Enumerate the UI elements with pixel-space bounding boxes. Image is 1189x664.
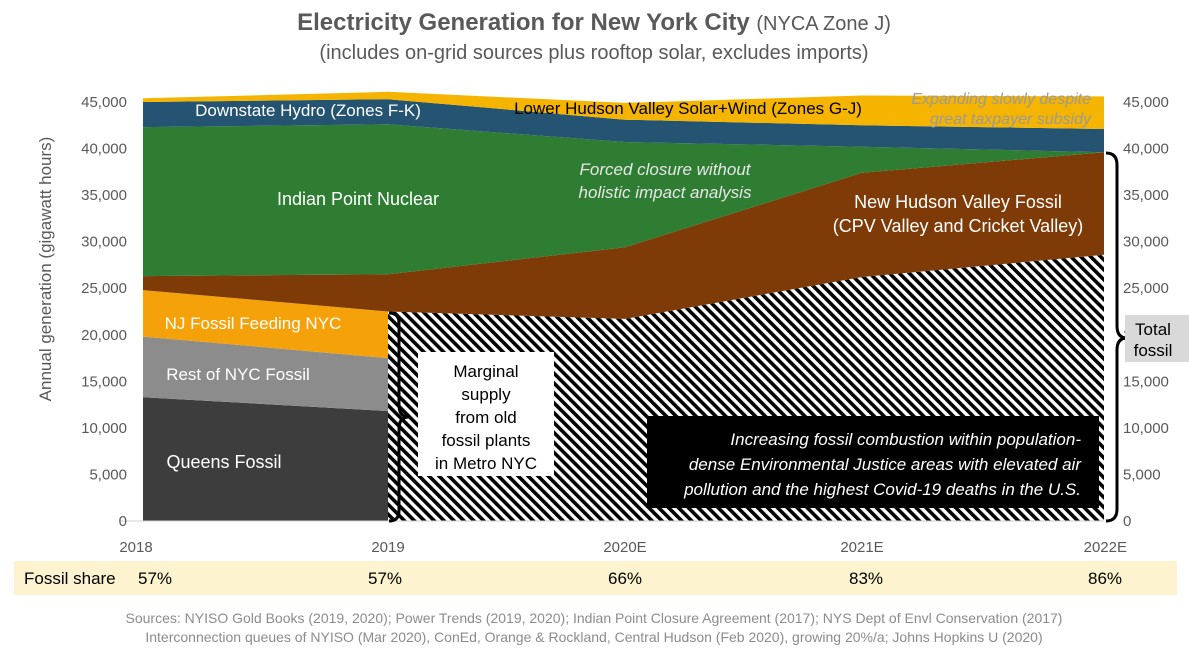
area-lower-hudson-valley-solar-wind-zones-g-j-2018-2019 [143, 91, 388, 102]
environmental-justice-box [647, 416, 1099, 508]
environmental-justice-annotation: Increasing fossil combustion within popu… [683, 430, 1082, 499]
sources-line-2: Interconnection queues of NYISO (Mar 202… [145, 629, 1042, 645]
sources-line-1: Sources: NYISO Gold Books (2019, 2020); … [126, 610, 1063, 626]
x-tick-label: 2019 [371, 539, 404, 556]
chart-title: Electricity Generation for New York City… [297, 9, 891, 36]
label-rest-nyc-fossil: Rest of NYC Fossil [166, 365, 310, 384]
area-downstate-hydro-zones-f-k-2018-2019 [143, 99, 388, 128]
label-indian-point: Indian Point Nuclear [277, 189, 439, 209]
area-downstate-hydro-zones-f-k-2019-2022 [388, 99, 1104, 153]
y-tick-label-left: 10,000 [81, 420, 127, 437]
chart-subtitle: (includes on-grid sources plus rooftop s… [319, 42, 868, 64]
annotation-line: Increasing fossil combustion within popu… [730, 430, 1081, 449]
y-tick-label-right: 45,000 [1123, 94, 1169, 111]
annotation-line: supply [461, 385, 511, 404]
label-forced-closure-2: holistic impact analysis [579, 183, 752, 202]
fossil-share-value: 83% [849, 569, 883, 588]
annotation-line: in Metro NYC [435, 454, 537, 473]
y-tick-label-left: 20,000 [81, 327, 127, 344]
area-indian-point-nuclear-2018-2019 [143, 124, 388, 277]
marginal-supply-brace [388, 311, 410, 523]
y-tick-label-right: 5,000 [1123, 466, 1161, 483]
total-fossil-annotation: Total fossil [1134, 320, 1173, 360]
label-downstate-hydro: Downstate Hydro (Zones F-K) [195, 101, 421, 120]
y-tick-label-left: 15,000 [81, 373, 127, 390]
label-nj-fossil: NJ Fossil Feeding NYC [165, 314, 342, 333]
fossil-share-label: Fossil share [24, 569, 116, 588]
total-fossil-box [1125, 315, 1189, 362]
y-tick-label-right: 35,000 [1123, 187, 1169, 204]
x-tick-label: 2021E [840, 539, 883, 556]
x-tick-label: 2022E [1084, 539, 1127, 556]
y-tick-label-left: 25,000 [81, 280, 127, 297]
y-tick-label-left: 45,000 [81, 94, 127, 111]
y-tick-label-right: 25,000 [1123, 280, 1169, 297]
y-tick-label-right: 10,000 [1123, 420, 1169, 437]
area-new-hudson-valley-fossil-cpv-valley-and-cricket-valley-2018-2019 [143, 274, 388, 312]
area-indian-point-nuclear-2019-2022 [388, 124, 1104, 275]
y-tick-label-left: 5,000 [89, 466, 127, 483]
annotation-line: Marginal [453, 362, 518, 381]
annotation-line: from old [455, 408, 516, 427]
x-tick-label: 2018 [119, 539, 152, 556]
label-new-hv-fossil-1: New Hudson Valley Fossil [854, 192, 1062, 212]
annotation-line: fossil plants [442, 431, 531, 450]
label-forced-closure-1: Forced closure without [579, 160, 751, 179]
annotation-line: pollution and the highest Covid-19 death… [683, 480, 1081, 499]
marginal-supply-box [418, 352, 554, 476]
area-lower-hudson-valley-solar-wind-zones-g-j-2019-2022 [388, 91, 1104, 129]
fossil-share-value: 86% [1088, 569, 1122, 588]
area-rest-of-nyc-fossil-2018-2019 [143, 336, 388, 412]
annotation-line: fossil [1134, 341, 1173, 360]
label-expanding-1: Expanding slowly despite [911, 91, 1091, 108]
label-expanding-2: great taxpayer subsidy [930, 111, 1092, 128]
y-tick-label-right: 15,000 [1123, 373, 1169, 390]
y-tick-label-right: 0 [1123, 513, 1131, 530]
y-tick-label-left: 30,000 [81, 234, 127, 251]
x-tick-label: 2020E [603, 539, 646, 556]
area-new-hudson-valley-fossil-cpv-valley-and-cricket-valley-2019-2022 [388, 152, 1104, 319]
fossil-share-band [14, 561, 1177, 595]
label-solar-wind: Lower Hudson Valley Solar+Wind (Zones G-… [514, 99, 862, 118]
marginal-supply-annotation: Marginal supply from old fossil plants in Me… [435, 362, 537, 473]
chart-title-main: Electricity Generation for New York City [297, 9, 750, 36]
chart-title-suffix: (NYCA Zone J) [756, 13, 890, 35]
y-tick-label-left: 0 [119, 513, 127, 530]
y-tick-label-right: 30,000 [1123, 234, 1169, 251]
fossil-share-value: 57% [138, 569, 172, 588]
y-axis-title: Annual generation (gigawatt hours) [36, 137, 55, 402]
annotation-line: dense Environmental Justice areas with e… [689, 455, 1082, 474]
label-queens-fossil: Queens Fossil [166, 452, 281, 472]
fossil-share-value: 66% [608, 569, 642, 588]
area-nj-fossil-feeding-nyc-2018-2019 [143, 290, 388, 359]
area-queens-fossil-2018-2019 [143, 397, 388, 521]
label-new-hv-fossil-2: (CPV Valley and Cricket Valley) [833, 216, 1083, 236]
annotation-line: Total [1135, 320, 1171, 339]
y-tick-label-left: 40,000 [81, 141, 127, 158]
y-tick-label-left: 35,000 [81, 187, 127, 204]
fossil-share-value: 57% [368, 569, 402, 588]
fossil-share-values: 57% 57% 66% 83% 86% [138, 569, 1122, 588]
axes-group: 0 0 5,000 5,000 10,000 10,000 15,000 15,000 20,0… [81, 94, 1169, 556]
y-tick-label-right: 40,000 [1123, 141, 1169, 158]
